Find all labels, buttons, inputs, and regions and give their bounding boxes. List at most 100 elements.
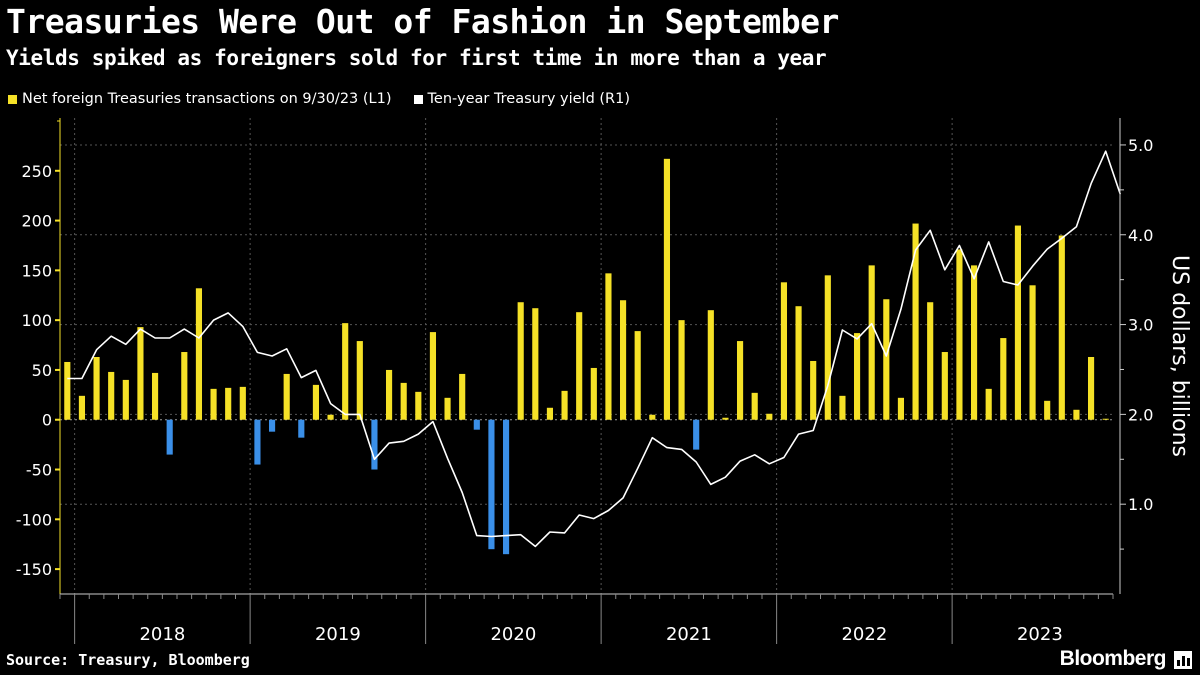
- bar: [912, 223, 919, 420]
- bar: [897, 397, 905, 420]
- bar: [356, 341, 363, 420]
- bar: [590, 367, 597, 420]
- bar: [605, 273, 612, 420]
- bar: [239, 386, 246, 420]
- bar: [766, 413, 773, 420]
- right-tick-label: 2.0: [1128, 405, 1153, 424]
- x-tick-label: 2019: [315, 624, 361, 645]
- bar: [137, 327, 144, 420]
- bar: [780, 282, 788, 420]
- bloomberg-logo: Bloomberg: [1059, 647, 1167, 670]
- bar: [1014, 225, 1022, 420]
- x-tick-label: 2021: [666, 624, 712, 645]
- yield-line: [67, 150, 1122, 548]
- right-tick-label: 5.0: [1128, 136, 1153, 155]
- legend: Net foreign Treasuries transactions on 9…: [8, 91, 630, 107]
- bar: [810, 360, 817, 420]
- gridlines: [60, 118, 1113, 594]
- bar: [561, 390, 568, 420]
- bar: [108, 371, 115, 420]
- left-tick-label: 0: [42, 411, 52, 430]
- bar: [956, 249, 963, 420]
- bar: [444, 397, 451, 420]
- bar: [517, 302, 524, 420]
- bar: [663, 158, 671, 420]
- bar: [225, 387, 232, 420]
- bar: [151, 372, 159, 420]
- legend-swatch-yield: [413, 94, 423, 104]
- left-tick-label: 250: [21, 162, 52, 181]
- bar: [502, 419, 510, 555]
- bar: [1058, 235, 1065, 420]
- bar: [985, 388, 992, 420]
- bar: [385, 369, 393, 420]
- right-tick-label: 3.0: [1128, 316, 1153, 335]
- bar: [853, 333, 861, 420]
- bar: [927, 302, 934, 420]
- bar: [210, 388, 217, 420]
- bar: [824, 275, 831, 420]
- bar: [64, 361, 71, 420]
- x-tick-label: 2023: [1017, 624, 1063, 645]
- bar: [342, 323, 349, 420]
- bar: [166, 419, 173, 455]
- bar: [93, 356, 100, 420]
- left-tick-label: -150: [16, 560, 52, 579]
- bar: [312, 384, 320, 420]
- bar: [546, 407, 554, 420]
- left-tick-label: -50: [26, 461, 52, 480]
- bar: [1029, 285, 1036, 420]
- line-series: [67, 150, 1122, 548]
- bar: [649, 414, 656, 420]
- bar: [429, 332, 437, 420]
- left-tick-label: 100: [21, 311, 52, 330]
- chart-title: Treasuries Were Out of Fashion in Septem…: [6, 2, 839, 41]
- bar: [634, 331, 641, 420]
- right-tick-label: 4.0: [1128, 226, 1153, 245]
- bar: [1102, 418, 1109, 420]
- bar: [488, 419, 495, 550]
- bar: [268, 419, 276, 432]
- bar: [473, 419, 480, 430]
- bar: [181, 352, 188, 420]
- bar: [693, 419, 700, 450]
- bar: [371, 419, 378, 470]
- bar: [254, 419, 261, 465]
- bar: [883, 299, 890, 420]
- bar: [707, 310, 714, 420]
- bar: [941, 352, 948, 420]
- bar: [1000, 338, 1007, 420]
- axes: -150 -100 -50 0 50 100 150 200 250 1.0 2.0 3.0 4.0 5.…: [16, 118, 1153, 645]
- bar: [195, 288, 203, 420]
- x-tick-label: 2018: [139, 624, 185, 645]
- bar: [459, 373, 466, 420]
- bar: [970, 265, 978, 420]
- bar: [722, 417, 729, 420]
- bar: [1073, 409, 1080, 420]
- bar: [1044, 400, 1051, 420]
- left-tick-label: 150: [21, 261, 52, 280]
- bar: [576, 312, 583, 420]
- bar: [1087, 356, 1095, 420]
- bar: [400, 382, 407, 420]
- bar: [795, 306, 802, 420]
- bar: [678, 320, 685, 420]
- bar: [736, 341, 744, 420]
- legend-item-yield: Ten-year Treasury yield (R1): [413, 91, 631, 107]
- bar: [78, 395, 86, 420]
- bar: [283, 373, 290, 420]
- bar: [839, 395, 846, 420]
- legend-swatch-transactions: [8, 94, 17, 104]
- right-axis-label: US dollars, billions: [1167, 255, 1192, 457]
- bar: [751, 392, 758, 420]
- legend-label-yield: Ten-year Treasury yield (R1): [427, 91, 631, 107]
- bar: [415, 391, 422, 420]
- bar: [327, 414, 334, 420]
- bar: [122, 379, 129, 420]
- right-tick-label: 1.0: [1128, 495, 1153, 514]
- legend-label-transactions: Net foreign Treasuries transactions on 9…: [22, 91, 392, 107]
- bar: [868, 265, 875, 420]
- bar: [298, 419, 305, 438]
- bar-series: [64, 158, 1109, 555]
